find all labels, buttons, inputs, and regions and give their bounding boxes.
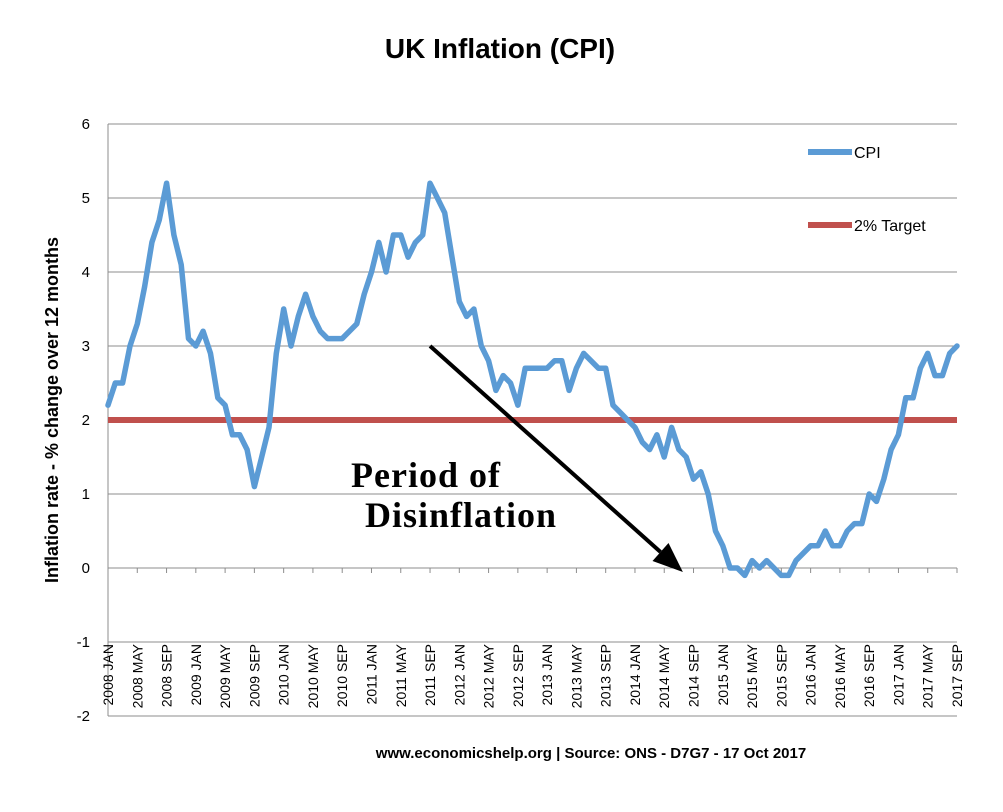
chart-title: UK Inflation (CPI) (385, 33, 615, 64)
x-tick-label: 2008 MAY (129, 643, 145, 708)
x-tick-label: 2011 JAN (363, 644, 379, 704)
x-tick-label: 2012 SEP (510, 644, 526, 707)
x-tick-label: 2013 JAN (539, 644, 555, 705)
legend-label: 2% Target (854, 218, 926, 235)
x-tick-label: 2008 JAN (100, 644, 116, 705)
x-tick-label: 2015 MAY (744, 643, 760, 708)
x-tick-label: 2017 MAY (920, 643, 936, 708)
x-tick-label: 2012 JAN (451, 644, 467, 705)
x-tick-label: 2016 MAY (832, 643, 848, 708)
y-tick-label: -1 (77, 634, 90, 651)
legend: CPI 2% Target (808, 145, 926, 235)
y-tick-label: -2 (77, 708, 90, 725)
y-tick-label: 5 (82, 190, 90, 207)
x-tick-label: 2015 SEP (773, 644, 789, 707)
y-tick-labels: 6 5 4 3 2 1 0 -1 -2 (77, 116, 90, 725)
y-axis-label: Inflation rate - % change over 12 months (42, 237, 62, 583)
x-tick-label: 2012 MAY (481, 643, 497, 708)
x-tick-label: 2016 SEP (861, 644, 877, 707)
y-tick-label: 0 (82, 560, 90, 577)
x-tick-label: 2008 SEP (159, 644, 175, 707)
x-tick-label: 2009 SEP (246, 644, 262, 707)
x-tick-label: 2017 JAN (890, 644, 906, 705)
x-tick-label: 2010 SEP (334, 644, 350, 707)
x-tick-label: 2015 JAN (715, 644, 731, 705)
x-tick-label: 2017 SEP (949, 644, 965, 707)
annotation-line-1: Period of (351, 455, 501, 495)
source-caption: www.economicshelp.org | Source: ONS - D7… (375, 745, 806, 762)
x-tick-label: 2013 MAY (568, 643, 584, 708)
x-tick-label: 2014 JAN (627, 644, 643, 705)
annotation-line-2: Disinflation (365, 495, 557, 535)
x-tick-label: 2010 MAY (305, 643, 321, 708)
x-tick-label: 2011 SEP (422, 644, 438, 706)
x-tick-label: 2009 MAY (217, 643, 233, 708)
x-tick-label: 2009 JAN (188, 644, 204, 705)
arrow-head (652, 543, 683, 572)
y-tick-label: 2 (82, 412, 90, 429)
x-tick-label: 2011 MAY (393, 643, 409, 707)
x-tick-label: 2014 MAY (656, 643, 672, 708)
x-tick-label: 2013 SEP (598, 644, 614, 707)
y-tick-label: 1 (82, 486, 90, 503)
y-tick-label: 6 (82, 116, 90, 133)
series-lines (105, 180, 960, 579)
x-tick-label: 2010 JAN (276, 644, 292, 705)
x-tick-labels: 2008 JAN 2008 MAY 2008 SEP 2009 JAN 2009 MAY… (100, 568, 965, 708)
x-tick-label: 2016 JAN (803, 644, 819, 705)
y-tick-label: 3 (82, 338, 90, 355)
arrow-shaft (428, 344, 662, 554)
legend-label: CPI (854, 145, 881, 162)
cpi-line (105, 180, 960, 579)
y-tick-label: 4 (82, 264, 90, 281)
x-tick-label: 2014 SEP (686, 644, 702, 707)
